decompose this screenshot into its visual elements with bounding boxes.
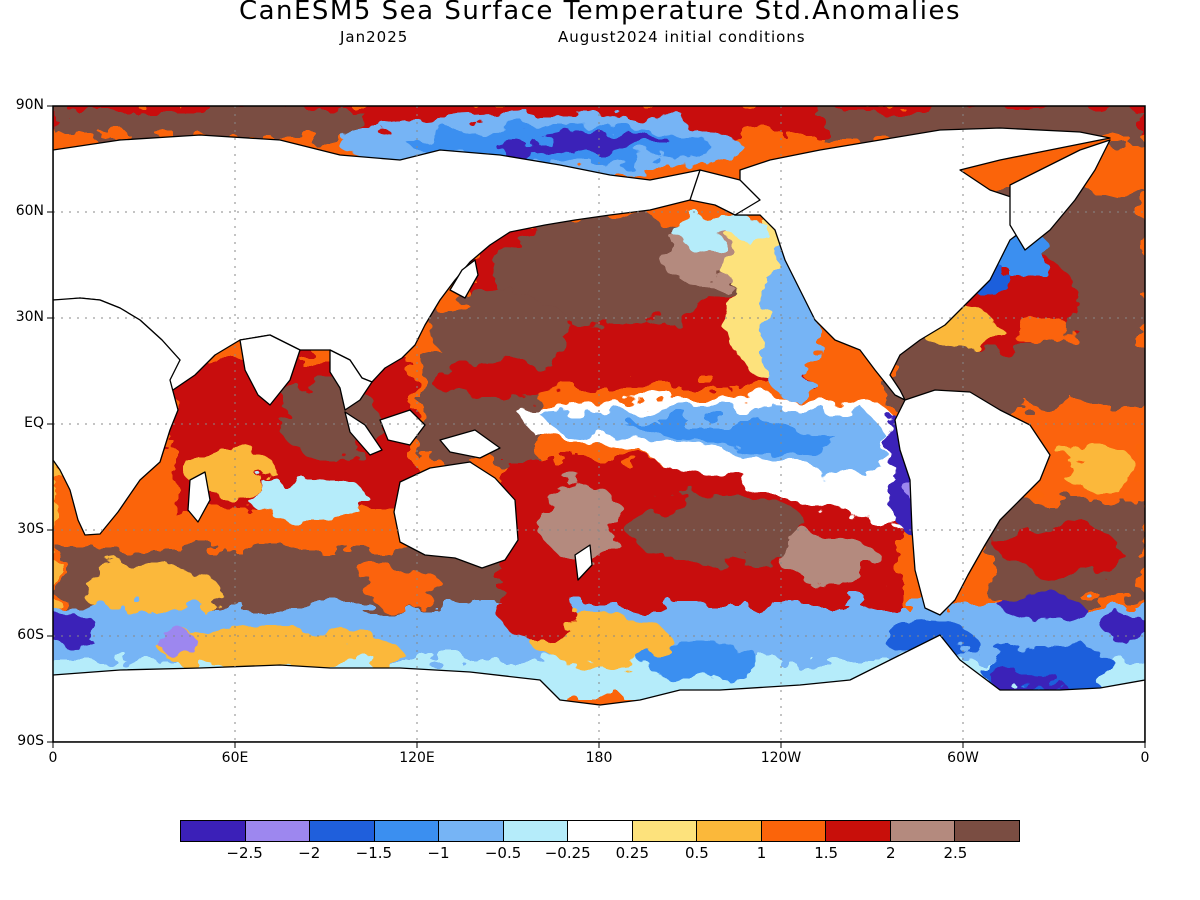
- continents: [53, 127, 1145, 742]
- land-australia: [393, 461, 519, 569]
- colorbar-swatch: [826, 821, 891, 841]
- colorbar-tick-label: −0.25: [544, 844, 591, 862]
- colorbar-tick-label: −2: [298, 844, 321, 862]
- colorbar-swatch: [697, 821, 762, 841]
- colorbar-tick-label: −0.5: [484, 844, 522, 862]
- colorbar-swatch: [310, 821, 375, 841]
- land-greenland: [1009, 139, 1111, 251]
- colorbar-tick-label: 2: [885, 844, 896, 862]
- colorbar-swatch: [374, 821, 440, 841]
- arctic-brown-band: [60, 108, 360, 138]
- colorbar-swatch: [568, 821, 633, 841]
- colorbar-swatch: [245, 821, 311, 841]
- lat-label: 30N: [15, 309, 44, 325]
- colorbar-tick-label: −2.5: [226, 844, 263, 862]
- lat-label: 60N: [15, 203, 44, 219]
- colorbar-tick-label: 0.25: [615, 844, 649, 862]
- colorbar-tick-label: −1: [427, 844, 450, 862]
- colorbar: [180, 820, 1020, 842]
- lat-label: 60S: [17, 627, 44, 643]
- lon-label: 0: [1140, 750, 1150, 766]
- land-north-america: [734, 127, 1111, 401]
- map-grid: [53, 106, 1145, 742]
- land-madagascar: [187, 471, 211, 523]
- colorbar-swatch: [761, 821, 827, 841]
- colorbar-tick-label: 1: [756, 844, 767, 862]
- colorbar-swatch: [955, 821, 1019, 841]
- colorbar-swatch: [890, 821, 956, 841]
- lon-label: 0: [48, 750, 58, 766]
- lon-label: 120W: [760, 750, 802, 766]
- lon-label: 180: [585, 750, 613, 766]
- chart-title: CanESM5 Sea Surface Temperature Std.Anom…: [238, 0, 962, 26]
- colorbar-tick-label: 0.5: [684, 844, 709, 862]
- colorbar-swatch: [632, 821, 698, 841]
- land-south-america: [894, 389, 1051, 616]
- land-sumatra: [344, 411, 383, 456]
- lat-label: 30S: [17, 521, 44, 537]
- land-antarctica: [53, 634, 1145, 742]
- lon-label: 60E: [221, 750, 249, 766]
- colorbar-swatch: [503, 821, 569, 841]
- colorbar-tick-label: 1.5: [814, 844, 839, 862]
- lat-label: 90N: [15, 97, 44, 113]
- land-se-asia: [329, 349, 373, 411]
- colorbar-swatch: [439, 821, 504, 841]
- colorbar-tick-label: 2.5: [943, 844, 968, 862]
- land-india: [239, 334, 301, 406]
- init-conditions-label: August2024 initial conditions: [558, 28, 806, 46]
- lat-label: 90S: [17, 733, 44, 749]
- lon-label: 120E: [399, 750, 435, 766]
- target-month-label: Jan2025: [340, 28, 409, 46]
- land-new-guinea: [439, 429, 501, 459]
- land-new-zealand: [574, 544, 593, 581]
- colorbar-swatch: [181, 821, 246, 841]
- lon-label: 60W: [947, 750, 979, 766]
- land-africa: [53, 297, 181, 536]
- land-japan: [449, 259, 479, 299]
- axis-ticks: [47, 105, 1146, 748]
- lat-label: EQ: [24, 415, 44, 431]
- colorbar-tick-label: −1.5: [355, 844, 393, 862]
